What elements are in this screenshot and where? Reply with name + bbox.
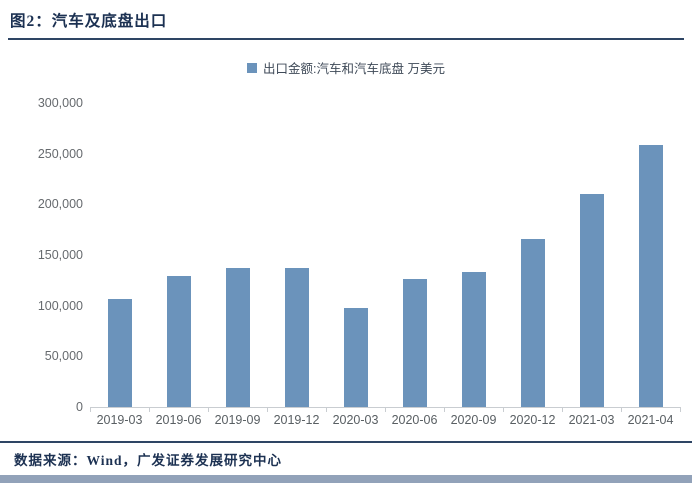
legend-label: 出口金额:汽车和汽车底盘 万美元 — [263, 62, 445, 76]
plot-area — [90, 103, 681, 412]
bar-2019-03 — [107, 298, 132, 407]
y-tick-label: 100,000 — [37, 298, 83, 313]
bar-2020-09 — [461, 272, 486, 407]
x-tick-label: 2020-12 — [509, 413, 556, 427]
bar-2020-12 — [520, 238, 545, 407]
bar-2019-09 — [225, 268, 250, 407]
axis-tick — [680, 407, 681, 412]
bar-slot — [90, 103, 150, 412]
y-tick-label: 150,000 — [37, 248, 83, 262]
bar-slot — [562, 103, 622, 412]
axis-tick — [385, 407, 386, 412]
x-tick-label: 2021-03 — [568, 413, 615, 427]
chart-legend: 出口金额:汽车和汽车底盘 万美元 — [0, 58, 692, 77]
x-tick-label: 2020-03 — [332, 413, 379, 427]
axis-tick — [90, 407, 91, 412]
bar-2020-06 — [402, 279, 427, 407]
x-tick-label: 2020-06 — [391, 413, 438, 427]
x-tick-label: 2020-09 — [450, 413, 497, 427]
y-tick-label: 50,000 — [44, 349, 83, 364]
axis-tick — [208, 407, 209, 412]
bar-2021-04 — [638, 144, 663, 407]
axis-tick — [149, 407, 150, 412]
legend-swatch — [247, 62, 258, 73]
x-tick-label: 2019-03 — [96, 413, 143, 427]
bar-2021-03 — [579, 194, 604, 407]
y-tick-label: 300,000 — [37, 96, 83, 110]
title-divider — [8, 38, 684, 40]
axis-tick — [562, 407, 563, 412]
y-axis: 0 50,000 100,000 150,000 200,000 250,000 300,0… — [26, 96, 90, 414]
axis-tick — [621, 407, 622, 412]
y-tick-label: 0 — [76, 400, 83, 414]
bar-slot — [326, 103, 386, 412]
y-tick-label: 250,000 — [37, 146, 83, 161]
footer-strip — [0, 475, 692, 483]
bar-slot — [444, 103, 504, 412]
x-tick-label: 2019-09 — [214, 413, 261, 427]
axis-tick — [503, 407, 504, 412]
bar-slot — [385, 103, 445, 412]
figure-source: 数据来源：Wind，广发证券发展研究中心 — [14, 453, 283, 468]
bar-slot — [149, 103, 209, 412]
bar-slot — [503, 103, 563, 412]
bar-slot — [208, 103, 268, 412]
y-tick-label: 200,000 — [37, 197, 83, 212]
figure-title: 图2：汽车及底盘出口 — [10, 13, 168, 30]
axis-tick — [267, 407, 268, 412]
axis-tick — [444, 407, 445, 412]
plot-column: 2019-03 2019-06 2019-09 2019-12 2020-03 2020-… — [90, 103, 681, 427]
axis-tick — [326, 407, 327, 412]
x-tick-label: 2019-06 — [155, 413, 202, 427]
x-tick-label: 2019-12 — [273, 413, 320, 427]
bar-2020-03 — [343, 307, 368, 407]
bar-chart: 0 50,000 100,000 150,000 200,000 250,000 300,0… — [26, 96, 681, 427]
bar-2019-06 — [166, 276, 191, 407]
bar-slot — [621, 103, 681, 412]
x-axis-labels: 2019-03 2019-06 2019-09 2019-12 2020-03 2020-… — [90, 413, 680, 427]
bar-slot — [267, 103, 327, 412]
source-divider — [0, 441, 692, 443]
x-tick-label: 2021-04 — [627, 413, 674, 427]
bar-2019-12 — [284, 268, 309, 407]
